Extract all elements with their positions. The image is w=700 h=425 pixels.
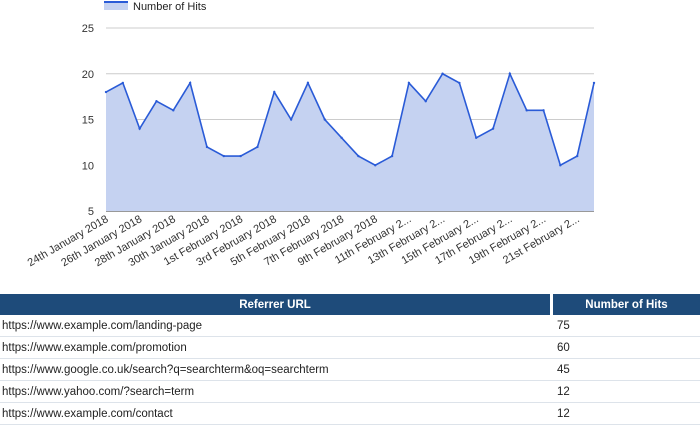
series-area-fill	[106, 73, 594, 211]
legend-label: Number of Hits	[133, 1, 207, 13]
data-point	[138, 127, 141, 130]
data-point	[306, 81, 310, 85]
chart-legend[interactable]: Number of Hits	[104, 0, 206, 14]
column-header-number-of-hits[interactable]: Number of Hits	[553, 294, 700, 315]
data-point	[273, 90, 276, 94]
data-point	[289, 118, 293, 121]
data-point	[121, 81, 125, 85]
hits-cell: 45	[553, 359, 700, 381]
data-point	[525, 109, 528, 112]
legend-swatch	[104, 0, 128, 10]
data-point	[475, 136, 478, 139]
data-point	[256, 145, 259, 149]
series-line	[105, 71, 595, 167]
data-point	[390, 154, 394, 158]
data-point	[323, 118, 326, 121]
referrer-url-cell: https://www.example.com/landing-page	[0, 315, 553, 337]
data-point	[441, 72, 444, 75]
column-header-referrer-url[interactable]: Referrer URL	[0, 294, 553, 315]
data-point	[458, 81, 461, 85]
data-point	[559, 164, 562, 167]
data-point	[155, 100, 158, 103]
table-row: https://www.example.com/promotion 60	[0, 337, 700, 359]
hits-cell: 75	[553, 315, 700, 337]
data-point	[172, 109, 175, 112]
referrer-url-cell: https://www.google.co.uk/search?q=search…	[0, 359, 553, 381]
hits-cell: 12	[553, 381, 700, 403]
data-point	[374, 164, 377, 167]
data-point	[340, 136, 343, 139]
table-row: https://www.yahoo.com/?search=term 12	[0, 381, 700, 403]
data-point	[188, 81, 192, 85]
table-header-row: Referrer URL Number of Hits	[0, 294, 700, 315]
hits-cell: 12	[553, 403, 700, 425]
referrer-url-cell: https://www.example.com/contact	[0, 403, 553, 425]
data-point	[491, 127, 495, 130]
hits-cell: 60	[553, 337, 700, 359]
data-point	[205, 145, 209, 149]
data-point	[424, 100, 427, 103]
data-point	[542, 109, 545, 112]
data-point	[508, 72, 512, 75]
data-point	[104, 90, 108, 94]
y-tick-label: 5	[88, 206, 94, 218]
referrer-url-cell: https://www.example.com/promotion	[0, 337, 553, 359]
y-tick-label: 10	[82, 160, 94, 172]
data-point	[239, 154, 242, 158]
y-tick-label: 15	[82, 115, 94, 127]
data-point	[222, 154, 225, 158]
referrer-url-cell: https://www.yahoo.com/?search=term	[0, 381, 553, 403]
table-row: https://www.example.com/contact 12	[0, 403, 700, 425]
y-tick-label: 20	[82, 69, 94, 81]
data-point	[407, 81, 411, 85]
table-row: https://www.google.co.uk/search?q=search…	[0, 359, 700, 381]
data-point	[357, 154, 360, 158]
table-row: https://www.example.com/landing-page 75	[0, 315, 700, 337]
y-tick-label: 25	[82, 23, 94, 35]
data-point	[575, 154, 579, 158]
data-point	[592, 81, 596, 85]
referrer-table: Referrer URL Number of Hits https://www.…	[0, 294, 700, 425]
